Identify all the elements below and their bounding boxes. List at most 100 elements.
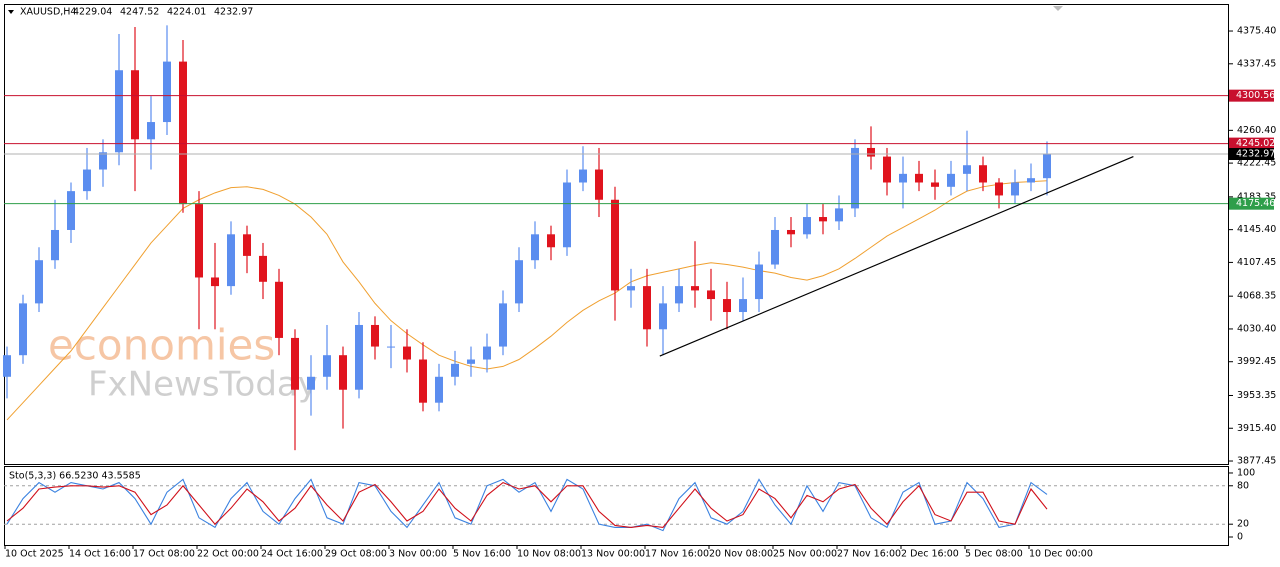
- price-level-label: 4175.46: [1236, 198, 1275, 209]
- candle-body: [707, 290, 715, 300]
- y-tick-label: 4030.40: [1237, 323, 1276, 334]
- candle-body: [899, 173, 907, 183]
- header-value: 4232.97: [214, 7, 253, 18]
- candle-body: [35, 260, 43, 304]
- candle-body: [915, 173, 923, 183]
- candle-body: [195, 204, 203, 278]
- candle-body: [787, 229, 795, 235]
- sto-tick-label: 20: [1237, 519, 1249, 530]
- candle-body: [1011, 182, 1019, 196]
- candle-body: [995, 182, 1003, 196]
- main-frame: [4, 4, 1229, 465]
- candle-body: [963, 165, 971, 174]
- candle-body: [467, 359, 475, 364]
- candle-body: [99, 152, 107, 170]
- x-tick-label: 17 Nov 16:00: [645, 549, 709, 560]
- candle-body: [659, 303, 667, 330]
- x-tick-label: 20 Nov 08:00: [709, 549, 773, 560]
- candle-body: [531, 234, 539, 261]
- candle-body: [259, 255, 267, 282]
- candle-body: [403, 346, 411, 360]
- candle-body: [643, 286, 651, 330]
- candle-body: [499, 303, 507, 347]
- watermark: economies FxNewsToday: [48, 321, 318, 405]
- candle-body: [563, 182, 571, 248]
- candle-body: [291, 337, 299, 390]
- x-tick-label: 10 Oct 2025: [5, 549, 64, 560]
- candle-body: [355, 324, 363, 390]
- y-tick-label: 4260.40: [1237, 125, 1276, 136]
- x-tick-label: 25 Nov 00:00: [773, 549, 837, 560]
- candle-body: [179, 61, 187, 205]
- candle-body: [547, 234, 555, 248]
- candle-body: [739, 299, 747, 313]
- y-tick-label: 4107.45: [1237, 257, 1276, 268]
- candle-body: [163, 61, 171, 123]
- candle-body: [419, 359, 427, 403]
- y-tick-label: 4145.40: [1237, 224, 1276, 235]
- price-level-box: [1229, 197, 1274, 210]
- y-tick-label: 3915.40: [1237, 423, 1276, 434]
- y-tick-label: 3953.35: [1237, 390, 1276, 401]
- candle-body: [835, 208, 843, 222]
- sto-frame: [4, 466, 1229, 546]
- candle-body: [131, 70, 139, 140]
- candle-body: [3, 355, 11, 377]
- header-value: 4224.01: [167, 7, 206, 18]
- sto-title: Sto(5,3,3) 66.5230 43.5585: [9, 471, 141, 482]
- x-tick-label: 10 Nov 08:00: [517, 549, 581, 560]
- candle-body: [243, 234, 251, 256]
- candle-body: [803, 217, 811, 235]
- candle-body: [595, 169, 603, 200]
- candle-body: [1027, 178, 1035, 183]
- sto-tick-label: 0: [1237, 531, 1243, 542]
- y-tick-label: 4222.45: [1237, 158, 1276, 169]
- y-tick-label: 4337.45: [1237, 58, 1276, 69]
- candle-body: [883, 156, 891, 183]
- x-tick-label: 10 Dec 00:00: [1029, 549, 1093, 560]
- x-tick-label: 29 Oct 08:00: [325, 549, 387, 560]
- candle-body: [771, 229, 779, 265]
- candle-body: [83, 169, 91, 192]
- sto-line: [6, 481, 1048, 528]
- price-level-box: [1229, 137, 1274, 150]
- candle-body: [611, 199, 619, 291]
- x-tick-label: 13 Nov 00:00: [581, 549, 645, 560]
- candle-body: [147, 122, 155, 140]
- y-tick-label: 4068.35: [1237, 291, 1276, 302]
- candle-body: [451, 363, 459, 377]
- price-level-box: [1229, 89, 1274, 102]
- x-tick-label: 17 Oct 08:00: [133, 549, 195, 560]
- candle-body: [339, 355, 347, 390]
- sto-tick-label: 100: [1237, 467, 1255, 478]
- candle-body: [275, 281, 283, 338]
- candle-body: [51, 229, 59, 261]
- candle-body: [931, 182, 939, 187]
- candle-body: [387, 346, 395, 348]
- candle-body: [979, 165, 987, 183]
- x-tick-label: 5 Dec 08:00: [965, 549, 1023, 560]
- candle-body: [515, 260, 523, 304]
- price-level-label: 4245.02: [1236, 138, 1275, 149]
- menu-arrow[interactable]: [8, 10, 14, 14]
- candle-body: [819, 217, 827, 222]
- x-tick-label: 27 Nov 16:00: [837, 549, 901, 560]
- header-value: 4247.52: [120, 7, 159, 18]
- candle-body: [307, 376, 315, 390]
- x-tick-label: 14 Oct 16:00: [69, 549, 131, 560]
- plot-area: [3, 25, 1051, 451]
- moving-average: [6, 180, 1048, 421]
- candle-body: [227, 234, 235, 287]
- candle-body: [323, 355, 331, 377]
- symbol-title: XAUUSD,H4: [20, 7, 76, 18]
- candle-body: [579, 169, 587, 183]
- x-tick-label: 24 Oct 16:00: [261, 549, 323, 560]
- candle-body: [371, 324, 379, 347]
- scroll-marker: [1053, 6, 1063, 11]
- candle-body: [115, 70, 123, 153]
- trendline: [659, 156, 1134, 357]
- watermark-text: economies: [48, 321, 275, 370]
- candle-body: [67, 191, 75, 230]
- x-tick-label: 3 Nov 00:00: [389, 549, 447, 560]
